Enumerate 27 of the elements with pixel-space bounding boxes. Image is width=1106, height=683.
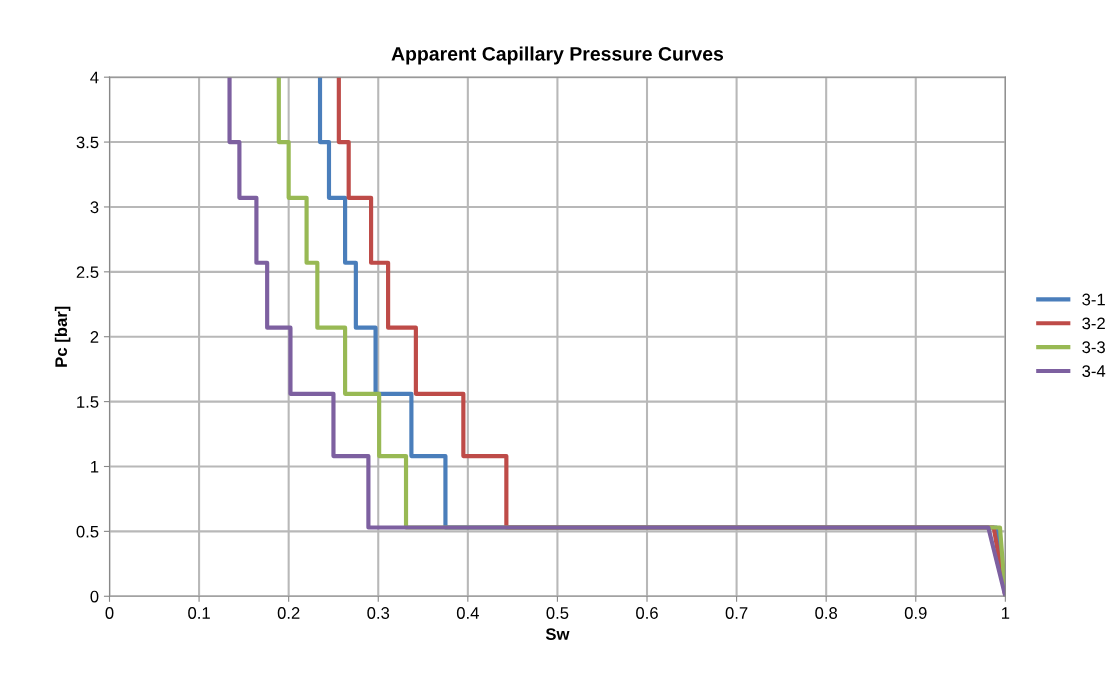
y-axis-title: Pc [bar]: [54, 306, 71, 367]
legend-label: 3-1: [1082, 293, 1105, 306]
x-tick-label: 0.4: [456, 607, 479, 619]
x-tick-label: 1: [1001, 607, 1010, 619]
chart-title: Apparent Capillary Pressure Curves: [391, 46, 724, 65]
legend-label: 3-2: [1082, 317, 1105, 330]
y-tick-label: 1: [91, 461, 99, 473]
x-tick-label: 0.5: [546, 607, 569, 619]
y-tick-label: 4: [90, 71, 99, 84]
y-tick-label: 2: [90, 331, 99, 343]
x-tick-label: 0.2: [277, 607, 300, 619]
x-tick-label: 0.7: [725, 607, 748, 619]
x-axis-title: Sw: [545, 628, 570, 641]
x-tick-label: 0.9: [904, 607, 927, 619]
x-tick-label: 0.6: [636, 607, 658, 619]
x-tick-label: 0.8: [815, 607, 838, 619]
legend-label: 3-3: [1082, 341, 1105, 354]
y-tick-label: 3.5: [76, 136, 99, 149]
x-tick-label: 0.1: [188, 607, 210, 619]
y-tick-label: 0: [90, 590, 99, 603]
y-tick-label: 2.5: [76, 266, 99, 279]
x-tick-label: 0.3: [367, 607, 390, 619]
y-tick-label: 1.5: [77, 396, 99, 408]
y-tick-label: 0.5: [76, 525, 99, 538]
x-tick-label: 0: [105, 607, 114, 619]
legend-label: 3-4: [1082, 365, 1106, 377]
y-tick-label: 3: [90, 201, 99, 214]
